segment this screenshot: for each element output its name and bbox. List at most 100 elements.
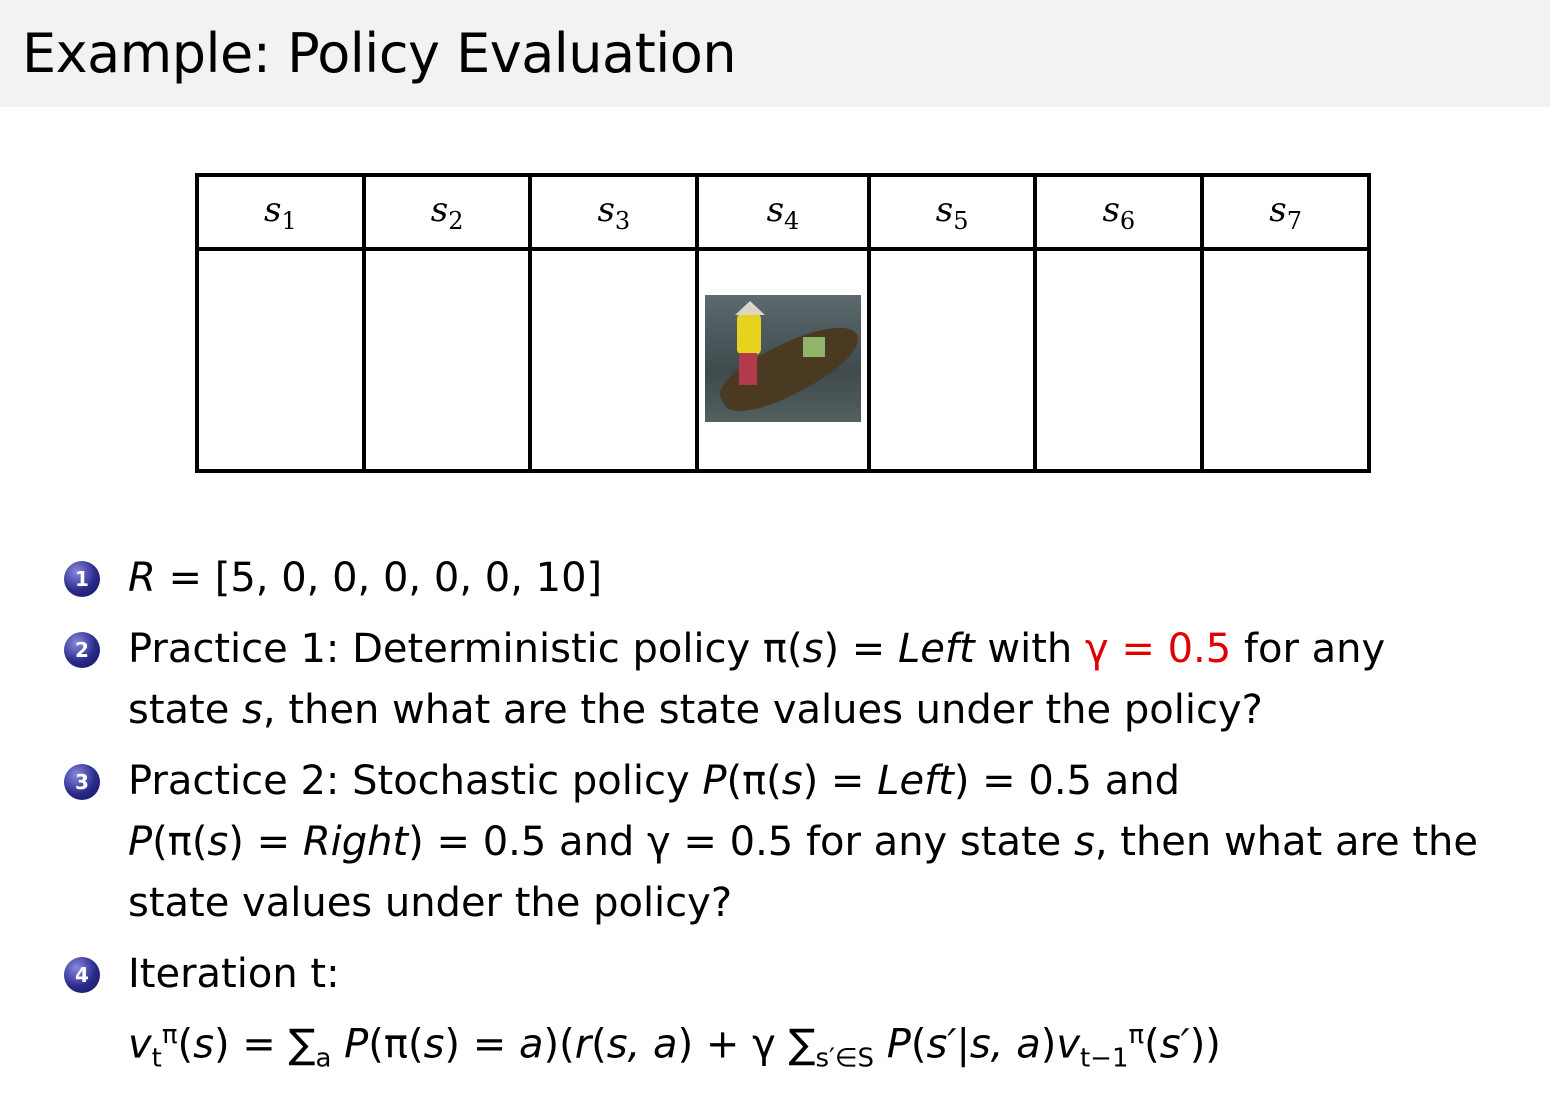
state-header-cell: s6 — [1033, 173, 1205, 251]
text-segment: (π( — [152, 819, 208, 865]
state-header-cell: s5 — [866, 173, 1038, 251]
text-segment: s — [802, 626, 824, 672]
state-header-cell: s2 — [361, 173, 533, 251]
state-cell — [528, 247, 700, 473]
text-segment: state values under the policy? — [128, 880, 733, 926]
text-segment: ) = — [823, 626, 899, 672]
state-cell — [866, 247, 1038, 473]
text-segment: P — [331, 1021, 369, 1068]
item-line: vtπ(s) = ∑a P(π(s) = a)(r(s, a) + γ ∑s′∈… — [128, 1005, 1550, 1089]
text-segment: Iteration t: — [128, 951, 340, 997]
text-segment: ) + γ ∑ — [677, 1021, 816, 1068]
state-header-cell: s3 — [528, 173, 700, 251]
text-segment: s — [423, 1021, 445, 1068]
text-segment: P — [128, 819, 153, 865]
text-segment: t−1 — [1079, 1043, 1129, 1074]
state-label: s — [597, 189, 615, 230]
state-body-row — [195, 247, 1371, 473]
state-cell — [1200, 247, 1371, 473]
numbered-bullet-icon: 2 — [64, 632, 100, 668]
text-segment: = [5, 0, 0, 0, 0, 0, 10] — [155, 555, 603, 601]
item-line: Iteration t: — [128, 944, 1550, 1005]
text-segment: P — [702, 758, 727, 804]
item-line: state values under the policy? — [128, 873, 1550, 934]
text-segment: π — [161, 1020, 178, 1050]
state-subscript: 3 — [614, 206, 631, 235]
text-segment: ) = 0.5 and — [953, 758, 1180, 804]
state-label: s — [1102, 189, 1120, 230]
text-segment: s′ — [926, 1021, 957, 1068]
state-subscript: 4 — [784, 206, 800, 235]
text-segment: P — [874, 1021, 911, 1068]
text-segment: ) — [1040, 1021, 1057, 1068]
state-cell — [361, 247, 533, 473]
text-segment: s — [207, 819, 229, 865]
state-cell — [195, 247, 366, 473]
item-line: Practice 1: Deterministic policy π(s) = … — [128, 619, 1550, 680]
state-header-cell: s1 — [195, 173, 366, 251]
text-segment: s — [242, 687, 263, 733]
text-segment: )( — [543, 1021, 575, 1068]
text-segment: s′∈S — [815, 1043, 875, 1074]
text-segment: ) = — [228, 819, 303, 865]
text-segment: R — [128, 555, 156, 601]
text-segment: v — [128, 1021, 152, 1068]
state-label: s — [430, 189, 449, 230]
text-segment: ) = 0.5 and γ = 0.5 for any state — [408, 819, 1074, 865]
state-header-cell: s4 — [695, 173, 871, 251]
state-subscript: 7 — [1286, 206, 1302, 235]
text-segment: )) — [1189, 1021, 1221, 1068]
text-segment: s, a — [969, 1021, 1041, 1068]
state-label: s — [1269, 189, 1287, 230]
state-label: s — [935, 189, 954, 230]
text-segment: π — [1128, 1020, 1145, 1050]
state-label: s — [264, 189, 282, 230]
item-line: state s, then what are the state values … — [128, 680, 1550, 741]
text-segment: a — [315, 1043, 332, 1074]
text-segment: (π( — [726, 758, 782, 804]
text-segment: with — [974, 626, 1085, 672]
text-segment: | — [956, 1021, 970, 1068]
numbered-bullet-icon: 3 — [64, 764, 100, 800]
state-subscript: 5 — [953, 206, 969, 235]
state-grid: s1 s2 s3 s4 s5 s6 s7 — [195, 173, 1371, 473]
text-segment: t — [151, 1043, 162, 1074]
list-item: 3 Practice 2: Stochastic policy P(π(s) = … — [0, 751, 1550, 934]
item-line: P(π(s) = Right) = 0.5 and γ = 0.5 for an… — [128, 812, 1550, 873]
text-segment: ) = — [444, 1021, 519, 1068]
boat-with-person-photo — [704, 294, 861, 422]
text-segment: ( — [910, 1021, 927, 1068]
text-segment: , then what are the state values under t… — [262, 687, 1263, 733]
slide-title: Example: Policy Evaluation — [22, 22, 737, 85]
title-bar: Example: Policy Evaluation — [0, 0, 1550, 107]
list-item: 4 Iteration t: vtπ(s) = ∑a P(π(s) = a)(r(s… — [0, 944, 1550, 1089]
text-segment: s′ — [1159, 1021, 1190, 1068]
text-segment: ( — [591, 1021, 607, 1068]
text-segment: γ = 0.5 — [1084, 626, 1232, 672]
state-subscript: 1 — [281, 206, 297, 235]
item-line: Practice 2: Stochastic policy P(π(s) = L… — [128, 751, 1550, 812]
text-segment: ) = — [802, 758, 878, 804]
text-segment: Practice 2: Stochastic policy — [128, 758, 703, 804]
state-label: s — [766, 189, 785, 230]
text-segment: v — [1056, 1021, 1080, 1068]
text-segment: s, a — [606, 1021, 678, 1068]
text-segment: ) = ∑ — [213, 1021, 316, 1068]
text-segment: ( — [1144, 1021, 1160, 1068]
text-segment: r — [574, 1021, 592, 1068]
text-segment: (π( — [368, 1021, 424, 1068]
numbered-bullet-icon: 1 — [64, 561, 100, 597]
state-subscript: 2 — [448, 206, 464, 235]
state-header-row: s1 s2 s3 s4 s5 s6 s7 — [195, 173, 1371, 251]
text-segment: s — [1073, 819, 1095, 865]
text-segment: Left — [898, 626, 975, 672]
state-cell — [695, 247, 871, 473]
item-line: R = [5, 0, 0, 0, 0, 0, 10] — [128, 548, 1550, 609]
numbered-bullet-icon: 4 — [64, 957, 100, 993]
text-segment: s — [781, 758, 803, 804]
state-header-cell: s7 — [1200, 173, 1371, 251]
text-segment: a — [518, 1021, 544, 1068]
state-cell — [1033, 247, 1205, 473]
text-segment: Practice 1: Deterministic policy π( — [128, 626, 803, 672]
